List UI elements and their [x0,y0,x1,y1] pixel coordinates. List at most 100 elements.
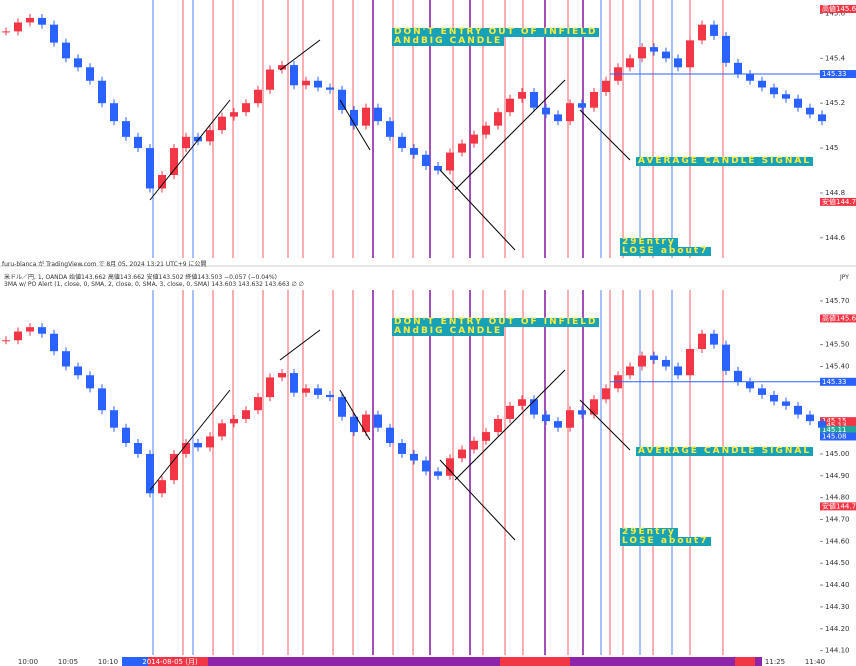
candle [758,388,766,395]
candle [338,397,346,417]
candle [62,351,70,367]
candle [314,80,322,88]
price-box-value: 145.08 [822,432,847,440]
trend-line [439,459,516,541]
candle [734,62,742,75]
candle [638,355,646,367]
candle [158,174,166,189]
candle [662,359,670,367]
price-box-value: 145.33 [822,70,847,78]
price-box-value: 145.62 [836,314,856,322]
y-tick-label: 145.6 [825,9,846,17]
annotation: LOSE about7 [620,536,711,546]
candle [146,148,154,189]
x-tick-label: 11:40 [805,658,825,666]
trend-line [579,399,631,451]
indicator: 3MA w/ PO Alert (1, close, 0, SMA, 2, cl… [4,281,304,288]
candle [626,58,634,68]
price-box [820,4,856,13]
symbol: 米ドル／円, 1, OANDA 始値143.662 高値143.662 安値14… [4,274,277,281]
candle [122,121,130,137]
candle [554,114,562,122]
candle [398,136,406,149]
currency: JPY [840,274,849,281]
price-box-value: 145.62 [836,5,856,13]
candle [746,381,754,389]
y-tick-label: 144.40 [825,581,850,589]
candle [242,410,250,419]
trend-line [279,39,321,71]
candle [578,103,586,108]
candle [650,47,658,52]
annotation: DON'T ENTRY OUT OF INFIELD [392,317,600,327]
candle [50,333,58,352]
y-tick-label: 144.90 [825,472,850,480]
candle [578,410,586,415]
candle [374,414,382,428]
y-tick-label: 145 [825,144,838,152]
candle [254,397,262,411]
annotation: AVERAGE CANDLE SIGNAL [636,446,814,456]
annotation: AVERAGE CANDLE SIGNAL [636,156,814,166]
candle [170,453,178,481]
candle [134,136,142,149]
annotation: 29Entry [620,237,678,247]
candle [638,47,646,59]
candle [818,114,826,122]
candle [26,17,34,23]
y-tick-label: 144.20 [825,625,850,633]
candle [770,87,778,95]
candle [518,399,526,406]
price-box-label: 高値 [822,4,836,13]
x-tick-label: 11:25 [765,658,785,666]
candle [674,366,682,376]
candle [86,375,94,389]
candle [14,331,22,341]
x-tick-label: 2014-08-05 (月) [142,658,198,666]
y-tick-label: 144.60 [825,537,850,545]
candle [206,130,214,142]
price-box-value: 145.13 [822,422,847,430]
candle [338,89,346,110]
y-tick-label: 145.40 [825,362,850,370]
time-strip [735,657,755,666]
trend-line [279,329,321,361]
candle [350,109,358,126]
candle [506,98,514,113]
candle [590,91,598,108]
candle [470,440,478,450]
y-tick-label: 145.70 [825,297,850,305]
candle [794,98,802,108]
candle [770,394,778,402]
y-tick-label: 144.70 [825,515,850,523]
candle [230,112,238,117]
candle [806,107,814,115]
candle [26,327,34,332]
candle [482,432,490,441]
candle [2,340,10,342]
price-box [820,70,856,79]
candle [266,377,274,398]
candle [110,410,118,428]
candle [482,125,490,135]
candle [602,80,610,92]
trend-line [149,389,231,491]
candle [422,154,430,167]
price-box [820,502,856,511]
candle [410,148,418,155]
price-box-value: 145.33 [822,378,847,386]
candle [62,42,70,59]
candle [290,373,298,393]
candle [206,436,214,448]
candle [542,414,550,422]
candle [698,24,706,41]
candle [818,421,826,428]
candle [362,414,370,433]
price-axis: 145.70145.50145.40145.00144.90144.80144.… [820,297,856,655]
candle [314,388,322,395]
candle [254,89,262,104]
candle [458,449,466,459]
candle [326,394,334,398]
y-tick-label: 144.80 [825,494,850,502]
